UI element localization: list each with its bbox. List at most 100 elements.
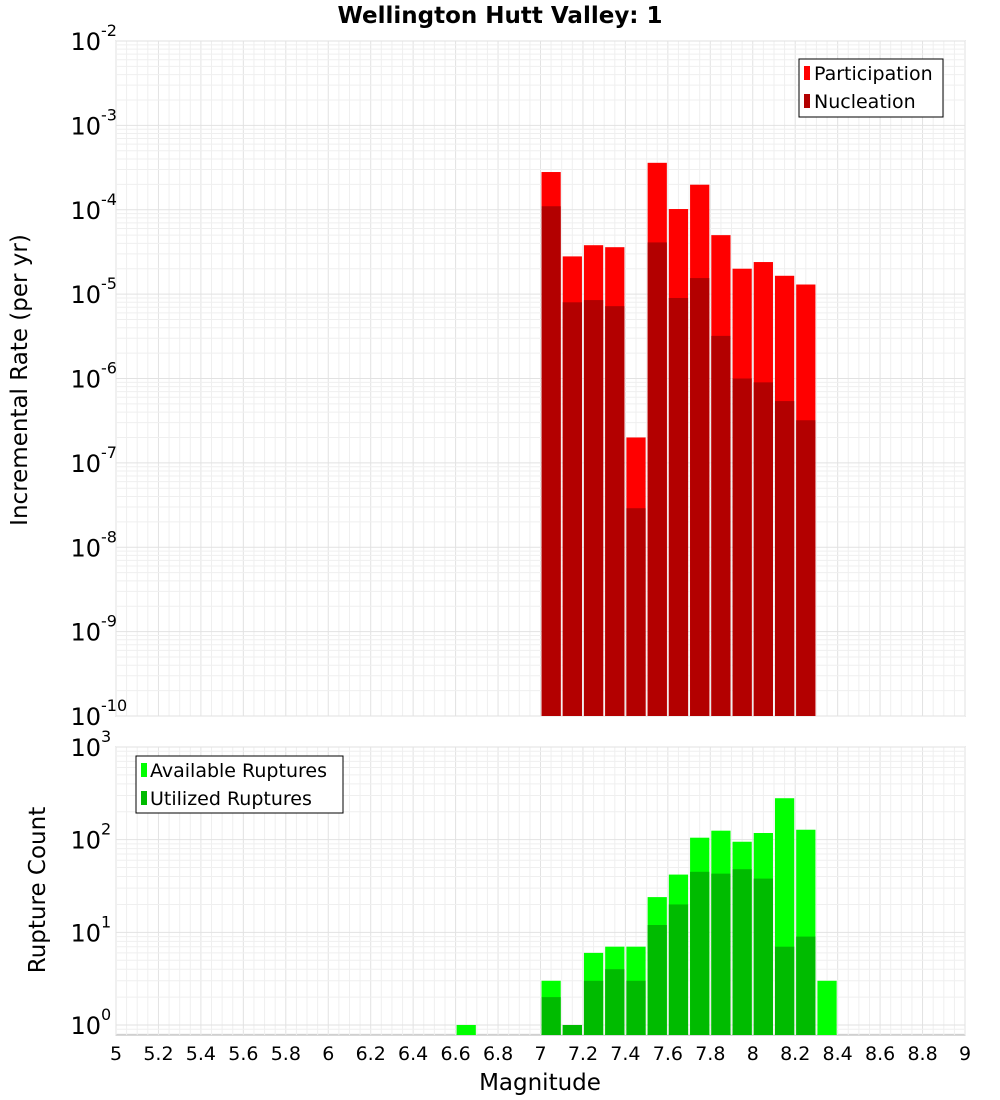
y-tick-label: 10 2 <box>70 820 111 855</box>
legend-swatch <box>804 94 810 108</box>
svg-text:3: 3 <box>101 727 111 746</box>
rate-bar-subset <box>796 420 816 716</box>
svg-text:10: 10 <box>70 734 101 762</box>
count-bar-subset <box>583 980 604 1035</box>
x-tick-label: 5.6 <box>228 1043 258 1065</box>
count-bar-subset <box>647 924 667 1035</box>
x-tick-label: 5.4 <box>186 1043 216 1065</box>
y-tick-label: 10 -9 <box>70 612 117 647</box>
y-tick-label: 10 3 <box>70 727 111 762</box>
svg-text:10: 10 <box>70 366 101 394</box>
count-bar-subset <box>562 1025 582 1035</box>
svg-text:-6: -6 <box>101 359 117 378</box>
count-bar-subset <box>626 980 646 1035</box>
count-bar-subset <box>732 869 752 1035</box>
count-bar-subset <box>668 904 689 1035</box>
rate-y-axis-title: Incremental Rate (per yr) <box>7 234 33 526</box>
y-tick-label: 10 -10 <box>70 696 127 731</box>
svg-text:2: 2 <box>101 820 111 839</box>
count-bar-subset <box>605 969 625 1035</box>
x-tick-label: 5 <box>110 1043 122 1065</box>
svg-text:10: 10 <box>70 450 101 478</box>
legend-label: Nucleation <box>814 91 916 113</box>
svg-text:10: 10 <box>70 28 101 56</box>
legend-label: Utilized Ruptures <box>150 788 312 810</box>
svg-text:1: 1 <box>101 912 111 931</box>
rate-bar-subset <box>668 297 689 716</box>
y-tick-label: 10 -2 <box>70 21 117 56</box>
svg-text:10: 10 <box>70 112 101 140</box>
x-tick-label: 6 <box>322 1043 334 1065</box>
legend-swatch <box>804 66 810 80</box>
rate-bar-subset <box>732 378 752 716</box>
x-tick-label: 6.4 <box>398 1043 428 1065</box>
x-tick-label: 6.2 <box>356 1043 386 1065</box>
rate-bar-subset <box>711 335 731 716</box>
rate-bar-subset <box>690 278 710 716</box>
rate-bar-subset <box>583 300 604 716</box>
svg-text:-8: -8 <box>101 527 117 546</box>
count-bar-subset <box>774 946 795 1035</box>
x-tick-label: 7.2 <box>568 1043 598 1065</box>
svg-text:-10: -10 <box>101 696 127 715</box>
legend-swatch <box>141 763 147 777</box>
x-tick-label: 7.4 <box>610 1043 640 1065</box>
svg-text:-7: -7 <box>101 443 117 462</box>
svg-text:10: 10 <box>70 619 101 647</box>
y-tick-label: 10 -3 <box>70 105 117 140</box>
count-bar-subset <box>690 871 710 1035</box>
y-tick-label: 10 -8 <box>70 527 117 562</box>
x-tick-label: 8.8 <box>907 1043 937 1065</box>
legend-label: Participation <box>814 63 933 85</box>
rate-bar-subset <box>541 206 561 716</box>
svg-text:10: 10 <box>70 919 101 947</box>
y-tick-label: 10 -6 <box>70 359 117 394</box>
svg-text:10: 10 <box>70 534 101 562</box>
svg-text:-9: -9 <box>101 612 117 631</box>
svg-text:10: 10 <box>70 1012 101 1040</box>
y-tick-label: 10 -5 <box>70 274 117 309</box>
svg-text:10: 10 <box>70 827 101 855</box>
x-axis-title: Magnitude <box>479 1070 601 1096</box>
rate-bar-subset <box>626 508 646 716</box>
x-tick-label: 6.8 <box>483 1043 513 1065</box>
count-bar-total <box>817 980 837 1035</box>
legend-label: Available Ruptures <box>150 760 327 782</box>
rate-legend: Participation Nucleation <box>798 58 944 118</box>
x-tick-label: 8.4 <box>823 1043 853 1065</box>
count-bar-subset <box>711 873 731 1035</box>
rate-bar-subset <box>647 242 667 716</box>
rate-bar-subset <box>753 382 773 716</box>
count-bar-subset <box>753 878 773 1035</box>
x-tick-label: 7 <box>534 1043 546 1065</box>
x-tick-label: 9 <box>959 1043 971 1065</box>
count-legend: Available Ruptures Utilized Ruptures <box>135 755 344 814</box>
svg-text:10: 10 <box>70 703 101 731</box>
legend-swatch <box>141 791 147 805</box>
x-tick-label: 8.6 <box>865 1043 895 1065</box>
count-bar-subset <box>541 997 561 1035</box>
x-tick-label: 8 <box>747 1043 759 1065</box>
svg-text:-3: -3 <box>101 105 117 124</box>
count-bar-subset <box>796 936 816 1035</box>
count-bar-total <box>456 1025 476 1035</box>
rate-bar-subset <box>562 302 582 716</box>
y-tick-label: 10 -4 <box>70 190 117 225</box>
x-tick-label: 5.2 <box>143 1043 173 1065</box>
rate-bar-subset <box>605 306 625 716</box>
x-tick-label: 7.6 <box>653 1043 683 1065</box>
svg-text:0: 0 <box>101 1005 111 1024</box>
chart-title: Wellington Hutt Valley: 1 <box>337 3 662 29</box>
rate-bar-subset <box>774 401 795 716</box>
y-tick-label: 10 -7 <box>70 443 117 478</box>
svg-text:-5: -5 <box>101 274 117 293</box>
svg-text:-2: -2 <box>101 21 117 40</box>
svg-text:10: 10 <box>70 197 101 225</box>
x-tick-label: 5.8 <box>271 1043 301 1065</box>
y-tick-label: 10 0 <box>70 1005 111 1040</box>
svg-text:10: 10 <box>70 281 101 309</box>
